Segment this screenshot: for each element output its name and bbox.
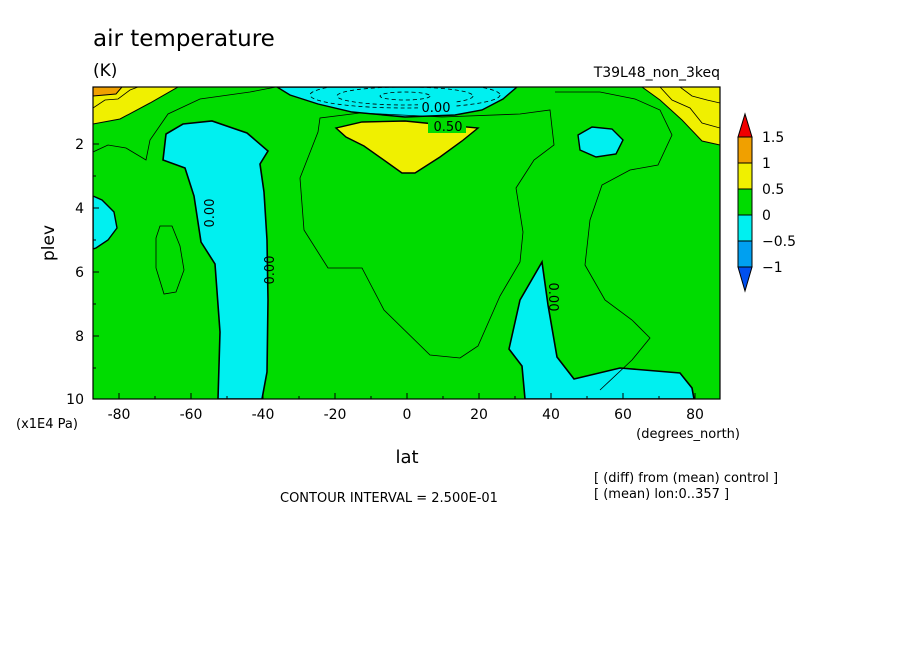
contour-thin-6	[659, 87, 720, 129]
x-tick-label: 80	[686, 407, 704, 423]
contour-label-4: 0.00	[263, 256, 278, 285]
x-tick-label: -60	[180, 407, 203, 423]
region-small-cold	[577, 126, 624, 158]
colorbar-label: −0.5	[762, 234, 796, 250]
y-tick-label: 2	[75, 137, 84, 153]
x-tick-label: 20	[470, 407, 488, 423]
y-unit-label: (x1E4 Pa)	[16, 417, 78, 432]
contour-label-bg-2	[428, 120, 466, 133]
thin-contours	[93, 87, 720, 391]
region-nw-hot	[93, 87, 123, 97]
note-diff: [ (diff) from (mean) control ]	[594, 471, 778, 486]
contour-label-2: 0.50	[434, 120, 463, 135]
note-mean: [ (mean) lon:0..357 ]	[594, 487, 729, 502]
y-tick-label: 4	[75, 201, 84, 217]
x-unit-label: (degrees_north)	[636, 427, 740, 442]
experiment-label: T39L48_non_3keq	[593, 65, 720, 81]
colorbar-bin-3	[737, 162, 753, 190]
contour-labels: 0.00 0.50 0.00 0.00 0.00	[203, 101, 560, 311]
colorbar-bin-5	[737, 214, 753, 242]
contour-label-1: 0.00	[422, 101, 451, 116]
x-tick-label: 40	[542, 407, 560, 423]
x-tick-label: -20	[324, 407, 347, 423]
y-axis: 2 4 6 8 10 (x1E4 Pa) plev	[16, 137, 99, 432]
x-tick-label: 60	[614, 407, 632, 423]
y-axis-label: plev	[39, 225, 59, 261]
colorbar-label: 0.5	[762, 182, 784, 198]
region-mid-warm	[334, 120, 480, 174]
colorbar-label: 1.5	[762, 130, 784, 146]
contour-interval: CONTOUR INTERVAL = 2.500E-01	[280, 491, 498, 506]
colorbar-bin-4	[737, 188, 753, 216]
contour-negative-2	[336, 87, 474, 106]
plot-area	[93, 87, 720, 399]
contour-thin-3	[155, 225, 185, 295]
colorbar-label: −1	[762, 260, 783, 276]
contour-thin-1	[299, 109, 555, 359]
contour-thin-7	[679, 87, 720, 104]
colorbar-bin-2	[737, 136, 753, 164]
colorbar-bin-6	[737, 240, 753, 268]
contour-negative-1	[309, 87, 501, 109]
chart-units: (K)	[93, 61, 117, 81]
x-axis: -80 -60 -40 -20 0 20 40 60 80 (degrees_n…	[108, 393, 740, 468]
region-ne-warm	[641, 87, 720, 146]
colorbar-label: 0	[762, 208, 771, 224]
region-top-cold	[275, 87, 519, 118]
colorbar-bin-7	[737, 266, 753, 293]
x-axis-label: lat	[395, 447, 418, 468]
contour-thin-2	[555, 91, 673, 391]
region-north-band	[508, 259, 695, 399]
region-south-band	[162, 120, 270, 399]
x-tick-label: -40	[252, 407, 275, 423]
contour-thin-4	[93, 87, 277, 161]
contour-thin-5	[93, 87, 139, 109]
contour-negative-3	[379, 91, 431, 101]
colorbar-label: 1	[762, 156, 771, 172]
contour-label-3: 0.00	[203, 199, 218, 228]
x-tick-label: -80	[108, 407, 131, 423]
colorbar-bin-1	[737, 112, 753, 138]
contour-label-5: 0.00	[545, 283, 560, 312]
x-tick-label: 0	[403, 407, 412, 423]
chart-title: air temperature	[93, 26, 275, 52]
y-tick-label: 6	[75, 265, 84, 281]
y-tick-label: 8	[75, 329, 84, 345]
y-tick-label: 10	[66, 392, 84, 408]
region-nw-warm	[93, 87, 180, 125]
colorbar: 1.5 1 0.5 0 −0.5 −1	[737, 112, 796, 293]
negative-contours	[309, 87, 501, 109]
contour-label-bg-1	[418, 101, 454, 114]
